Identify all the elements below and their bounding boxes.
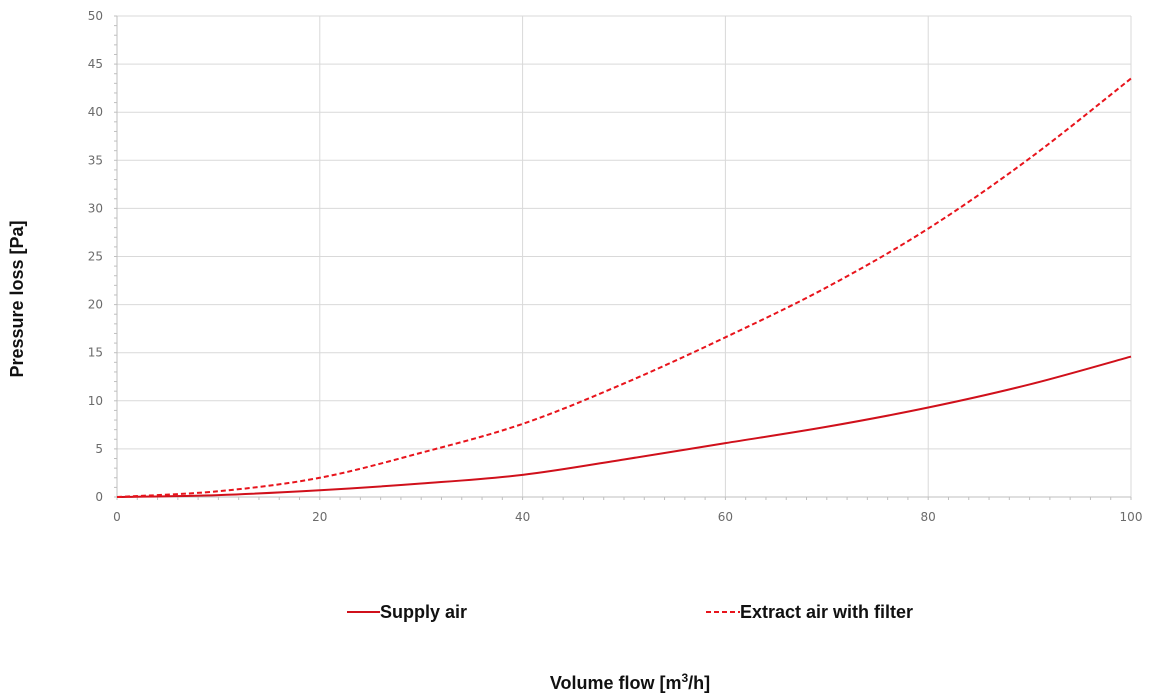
y-tick-label: 0 [95, 490, 103, 504]
x-tick-label: 60 [718, 510, 733, 524]
tick-labels: 0 5 10 15 20 25 30 35 40 45 50 0 20 40 60 80 100 [88, 9, 1143, 524]
y-tick-label: 50 [88, 9, 103, 23]
x-tick-label: 0 [113, 510, 121, 524]
y-tick-label: 30 [88, 201, 103, 215]
x-tick-label: 20 [312, 510, 327, 524]
y-tick-label: 45 [88, 57, 103, 71]
y-tick-label: 40 [88, 105, 103, 119]
legend-label-extract-air: Extract air with filter [740, 602, 913, 622]
legend: Supply air Extract air with filter [347, 602, 913, 622]
axes [114, 15, 1132, 500]
x-tick-label: 100 [1120, 510, 1143, 524]
y-tick-label: 5 [95, 442, 103, 456]
legend-label-supply-air: Supply air [380, 602, 467, 622]
x-axis-title-main: Volume flow [m [550, 673, 682, 693]
plot-area [116, 77, 1132, 498]
y-tick-label: 10 [88, 394, 103, 408]
x-tick-label: 40 [515, 510, 530, 524]
y-axis-title: Pressure loss [Pa] [7, 220, 27, 377]
x-axis-title: Volume flow [m3/h] [550, 671, 710, 693]
grid [117, 15, 1132, 497]
x-tick-label: 80 [921, 510, 936, 524]
series-line-supply-air [116, 355, 1132, 498]
y-tick-label: 25 [88, 250, 103, 264]
y-tick-label: 15 [88, 346, 103, 360]
y-tick-label: 20 [88, 298, 103, 312]
y-tick-label: 35 [88, 153, 103, 167]
x-axis-title-superscript: 3 [681, 671, 688, 685]
series-line-extract-air [116, 77, 1132, 498]
x-axis-title-end: /h] [688, 673, 710, 693]
